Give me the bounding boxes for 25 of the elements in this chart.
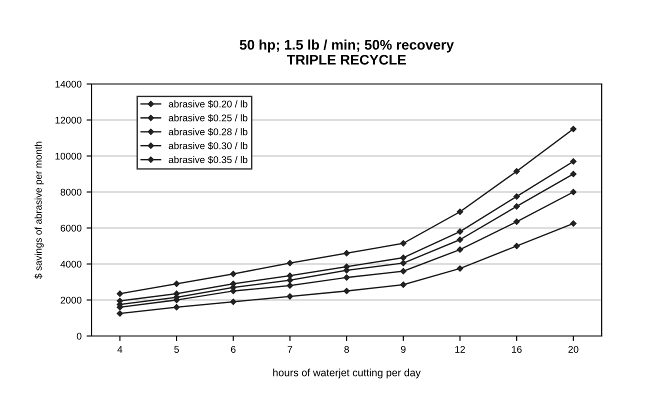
x-tick-label: 8	[344, 346, 349, 353]
y-tick-label: 10000	[56, 152, 82, 160]
x-tick-label: 5	[174, 346, 179, 353]
legend-label: abrasive $0.28 / lb	[168, 128, 248, 136]
y-tick-label: 14000	[56, 80, 82, 88]
y-tick-label: 2000	[60, 296, 82, 304]
chart-title: 50 hp; 1.5 lb / min; 50% recovery TRIPLE RECYCLE	[240, 40, 454, 65]
legend-label: abrasive $0.35 / lb	[168, 156, 248, 164]
y-tick-label: 4000	[60, 260, 82, 268]
x-tick-label: 7	[288, 346, 292, 353]
legend-label: abrasive $0.25 / lb	[168, 114, 248, 122]
x-tick-label: 9	[401, 346, 406, 353]
x-tick-label: 16	[512, 346, 522, 353]
y-tick-label: 6000	[60, 224, 82, 232]
y-tick-label: 12000	[56, 116, 82, 124]
y-tick-label: 8000	[60, 188, 82, 196]
x-axis-title: hours of waterjet cutting per day	[273, 368, 421, 378]
legend-label: abrasive $0.30 / lb	[168, 142, 248, 150]
x-tick-label: 12	[455, 346, 465, 353]
y-axis-title: $ savings of abrasive per month	[34, 142, 44, 279]
legend-label: abrasive $0.20 / lb	[168, 100, 248, 108]
x-tick-label: 20	[568, 346, 578, 353]
x-tick-label: 4	[117, 346, 122, 353]
y-tick-label: 0	[76, 332, 82, 340]
x-tick-label: 6	[231, 346, 236, 353]
